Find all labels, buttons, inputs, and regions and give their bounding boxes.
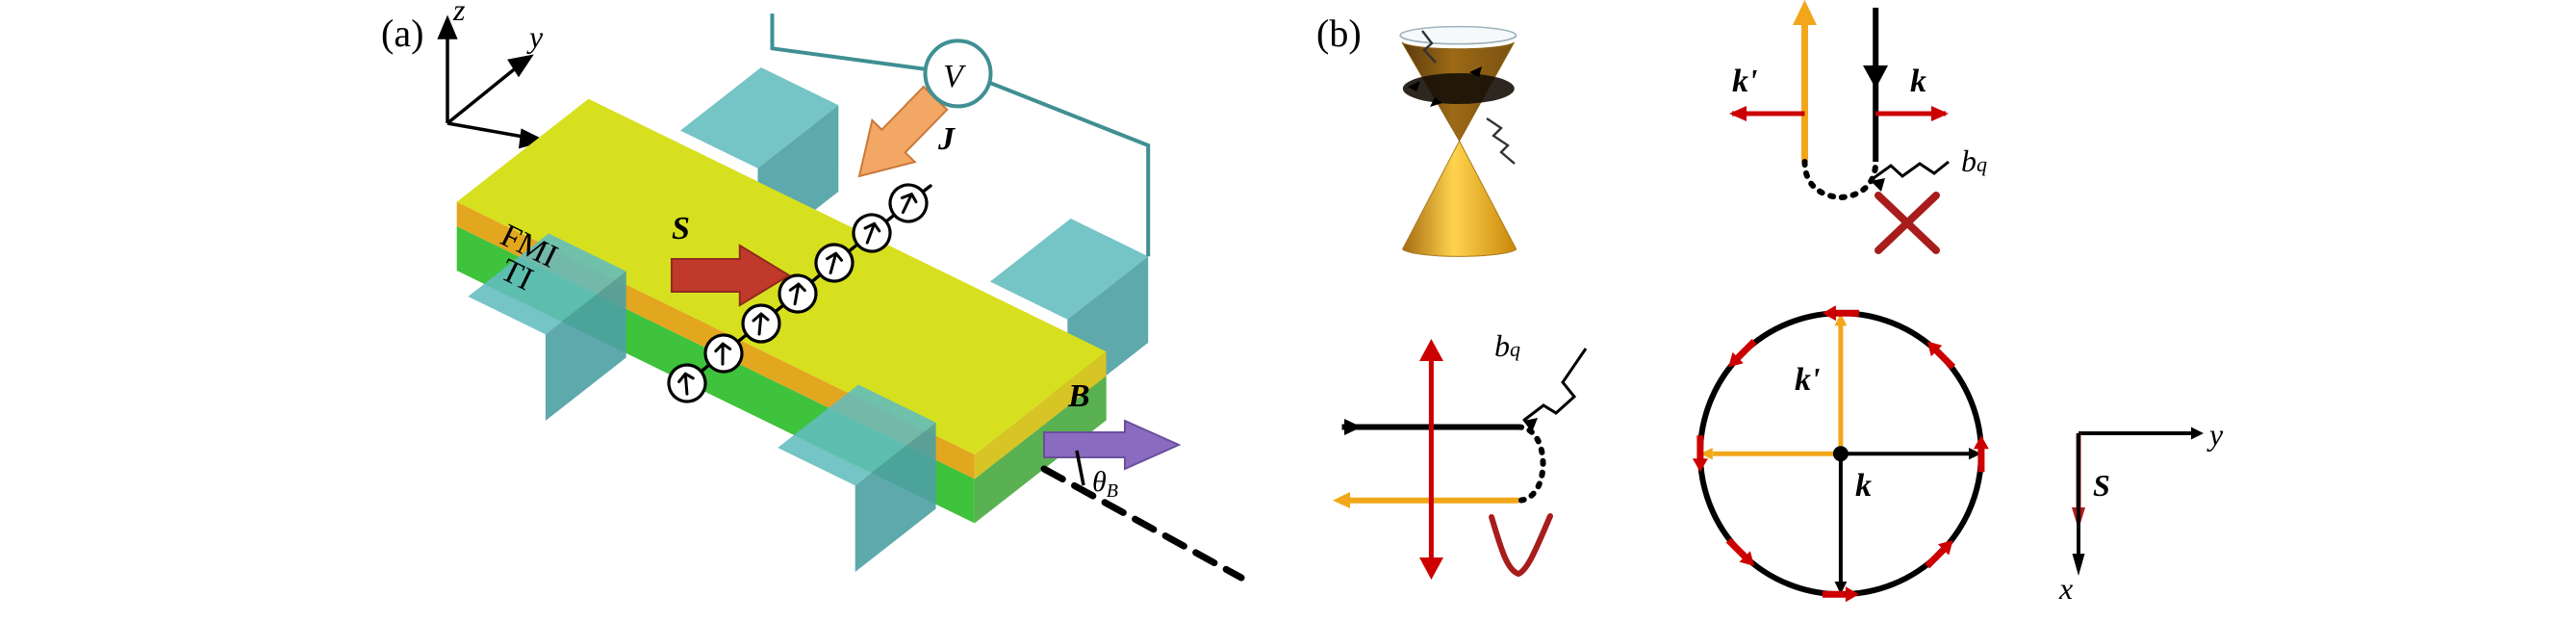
svg-text:bq: bq: [1961, 143, 1987, 178]
svg-text:B: B: [1067, 378, 1090, 414]
svg-text:θB: θB: [1092, 466, 1118, 502]
svg-text:k': k': [1732, 64, 1757, 99]
svg-text:(b): (b): [1316, 12, 1362, 55]
svg-text:k: k: [1910, 64, 1926, 99]
svg-text:bq: bq: [1494, 328, 1520, 363]
svg-text:x: x: [2058, 571, 2073, 606]
svg-text:z: z: [452, 0, 466, 27]
svg-text:S: S: [2093, 468, 2110, 503]
svg-text:(a): (a): [381, 12, 423, 55]
svg-text:y: y: [526, 19, 544, 54]
svg-text:y: y: [2206, 417, 2224, 452]
svg-text:S: S: [672, 211, 690, 246]
svg-text:k: k: [1855, 468, 1872, 504]
svg-text:k': k': [1795, 362, 1820, 398]
svg-text:J: J: [937, 121, 956, 157]
